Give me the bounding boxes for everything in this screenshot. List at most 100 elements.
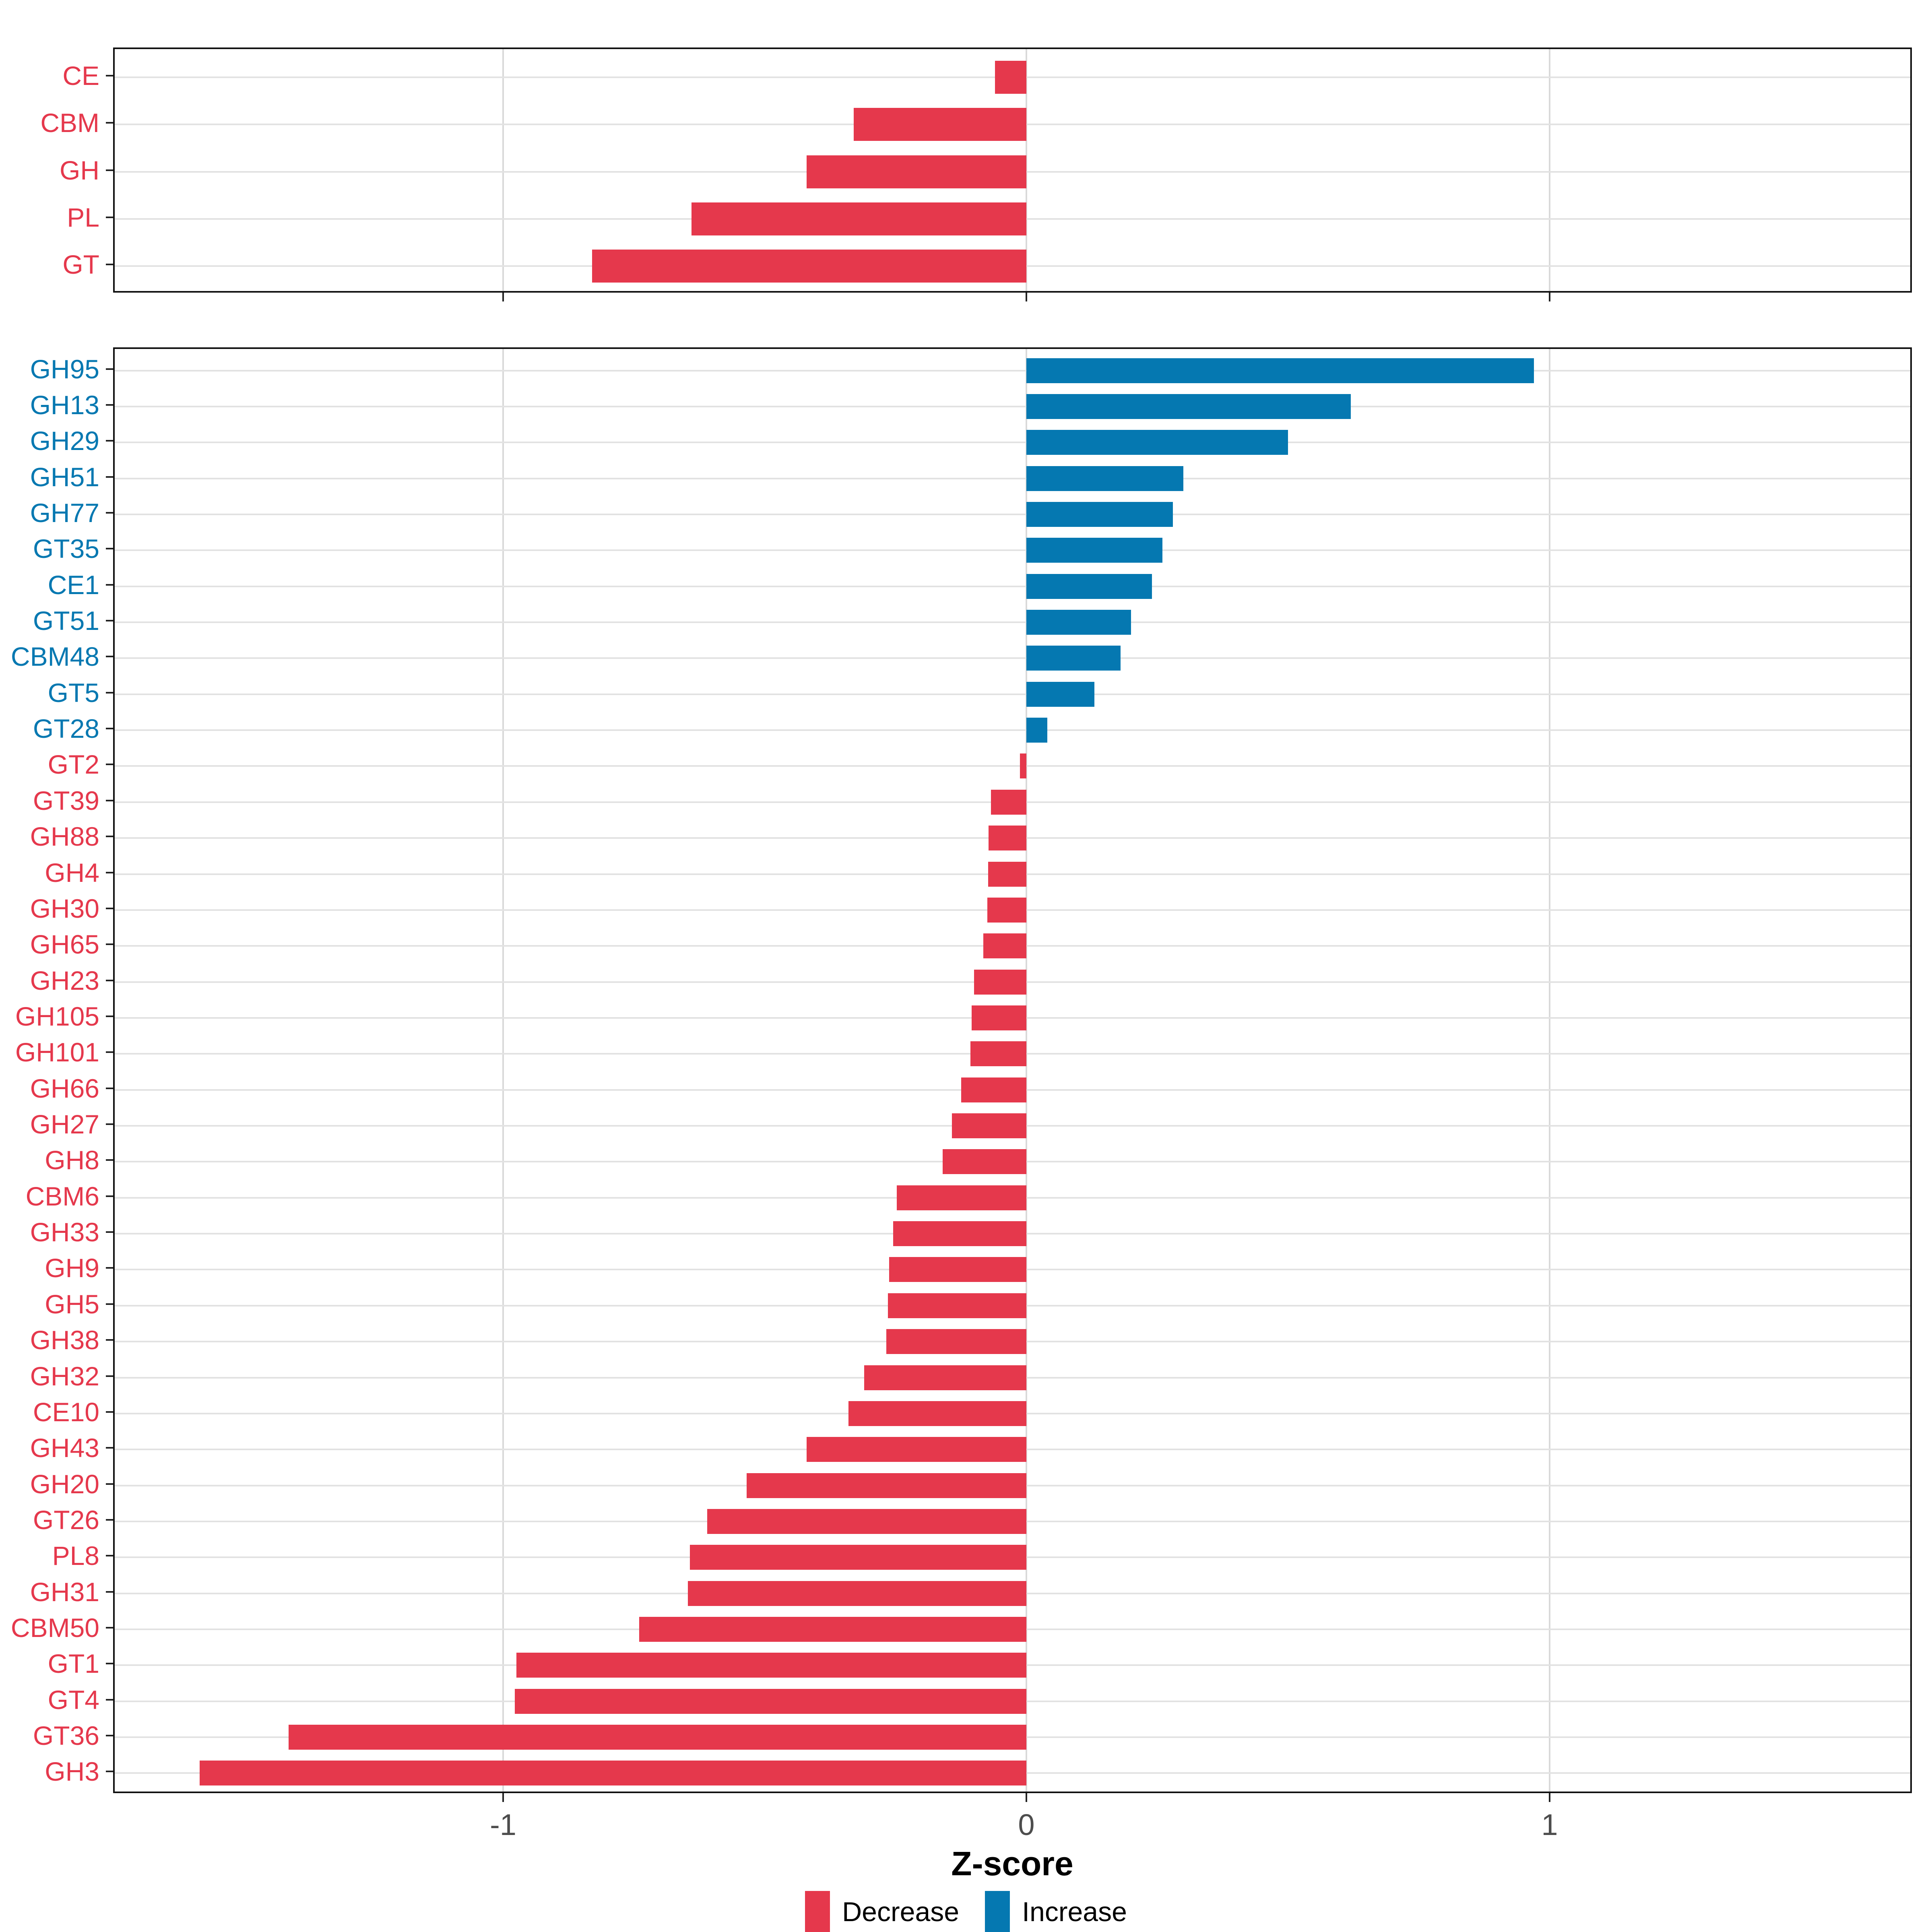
bar-GH9	[889, 1257, 1026, 1282]
horizontal-gridline	[115, 657, 1910, 659]
bar-GH31	[687, 1581, 1026, 1606]
horizontal-gridline	[115, 693, 1910, 695]
bar-GH23	[974, 969, 1026, 995]
horizontal-gridline	[115, 729, 1910, 731]
bar-GT51	[1026, 610, 1131, 635]
y-tick	[106, 1699, 113, 1701]
y-label-GT4: GT4	[47, 1684, 99, 1715]
y-label-GH105: GH105	[15, 1001, 99, 1031]
bar-GH8	[943, 1149, 1026, 1174]
y-tick	[106, 799, 113, 801]
bar-GH29	[1026, 430, 1288, 455]
bar-GH101	[970, 1041, 1026, 1067]
x-tick-label-0: 0	[1018, 1808, 1035, 1841]
bar-GH5	[888, 1293, 1026, 1318]
horizontal-gridline	[115, 369, 1910, 372]
bar-GH65	[983, 933, 1026, 959]
y-tick	[106, 1411, 113, 1413]
bar-GT35	[1026, 538, 1162, 563]
y-label-GT1: GT1	[47, 1649, 99, 1679]
horizontal-gridline	[115, 477, 1910, 479]
y-tick	[106, 620, 113, 622]
y-tick	[106, 476, 113, 478]
x-tick	[1026, 293, 1027, 301]
y-label-GH95: GH95	[30, 354, 99, 384]
y-label-CBM: CBM	[40, 108, 99, 138]
y-label-GH20: GH20	[30, 1469, 99, 1499]
bar-PL	[691, 202, 1026, 235]
y-tick	[106, 871, 113, 873]
bar-GH4	[988, 861, 1026, 887]
bar-GH95	[1026, 358, 1534, 383]
bar-GT26	[707, 1509, 1026, 1534]
y-tick	[106, 122, 113, 124]
bar-CE10	[848, 1401, 1026, 1426]
vertical-gridline	[1026, 49, 1027, 291]
y-label-GH38: GH38	[30, 1325, 99, 1355]
legend-item-decrease: Decrease	[805, 1891, 959, 1932]
y-tick	[106, 1087, 113, 1089]
y-label-GT26: GT26	[33, 1505, 99, 1535]
bar-GH105	[971, 1005, 1026, 1030]
y-label-GH31: GH31	[30, 1577, 99, 1607]
y-tick	[106, 1195, 113, 1197]
y-label-GT35: GT35	[33, 534, 99, 564]
y-tick	[106, 1303, 113, 1305]
y-label-GH23: GH23	[30, 965, 99, 995]
y-label-CBM6: CBM6	[25, 1181, 99, 1211]
y-label-GT28: GT28	[33, 714, 99, 744]
bar-GH	[807, 155, 1026, 188]
bar-CE1	[1026, 574, 1152, 599]
y-label-GH4: GH4	[45, 857, 99, 888]
bar-GH32	[864, 1365, 1026, 1390]
y-label-GH: GH	[60, 155, 99, 185]
y-label-GH51: GH51	[30, 462, 99, 492]
horizontal-gridline	[115, 585, 1910, 587]
y-label-GT2: GT2	[47, 749, 99, 780]
y-label-GH65: GH65	[30, 929, 99, 960]
y-tick	[106, 1123, 113, 1125]
y-label-PL8: PL8	[52, 1541, 99, 1571]
horizontal-gridline	[115, 549, 1910, 551]
x-tick-label-1: 1	[1541, 1808, 1558, 1841]
y-tick	[106, 979, 113, 981]
y-label-GH30: GH30	[30, 893, 99, 923]
y-label-GH43: GH43	[30, 1433, 99, 1463]
y-tick	[106, 1627, 113, 1629]
x-tick	[1549, 1793, 1550, 1802]
y-tick	[106, 656, 113, 658]
vertical-gridline	[1026, 349, 1027, 1792]
x-axis-title: Z-score	[951, 1845, 1073, 1882]
classes-panel	[113, 47, 1912, 293]
y-label-GH9: GH9	[45, 1253, 99, 1283]
bar-CBM	[854, 108, 1026, 141]
bar-GH77	[1026, 502, 1173, 527]
y-label-GH13: GH13	[30, 390, 99, 420]
bar-GT5	[1026, 681, 1094, 707]
y-tick	[106, 1519, 113, 1521]
y-tick	[106, 584, 113, 586]
bar-GT39	[991, 789, 1026, 815]
bar-GH38	[886, 1329, 1026, 1354]
x-tick	[502, 293, 504, 301]
y-label-GT51: GT51	[33, 606, 99, 636]
y-tick	[106, 440, 113, 442]
horizontal-gridline	[115, 621, 1910, 623]
horizontal-gridline	[115, 765, 1910, 767]
x-tick	[1549, 293, 1550, 301]
y-label-GH29: GH29	[30, 426, 99, 456]
y-label-PL: PL	[67, 202, 99, 232]
y-tick	[106, 404, 113, 406]
y-tick	[106, 907, 113, 909]
y-tick	[106, 836, 113, 838]
bar-GH66	[961, 1077, 1026, 1102]
y-tick	[106, 1483, 113, 1485]
y-label-GH66: GH66	[30, 1073, 99, 1103]
y-tick	[106, 1555, 113, 1557]
bar-GH27	[952, 1113, 1026, 1139]
y-label-CE: CE	[62, 61, 99, 91]
y-tick	[106, 1015, 113, 1017]
increase-swatch	[985, 1891, 1010, 1932]
y-label-CBM48: CBM48	[10, 642, 99, 672]
